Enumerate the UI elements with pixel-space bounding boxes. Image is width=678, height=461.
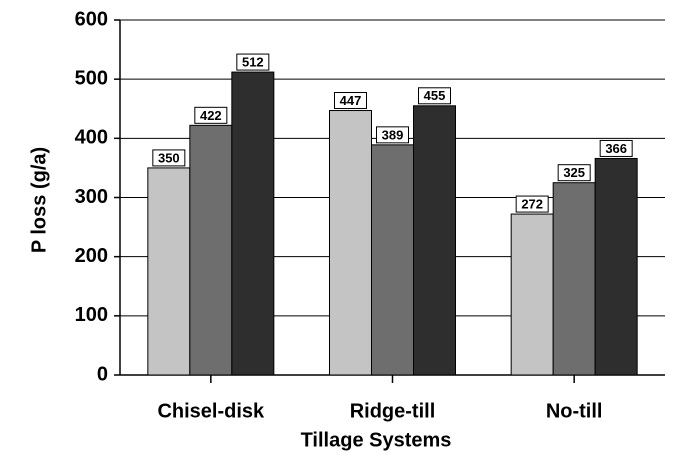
value-label-box: [515, 195, 549, 213]
value-label-box: [418, 87, 451, 105]
y-tick-label: 500: [75, 67, 108, 89]
x-tick-label: No-till: [546, 400, 603, 422]
bar: [231, 71, 275, 376]
value-label: 366: [605, 141, 627, 156]
value-label-box: [599, 139, 633, 157]
y-tick-label: 200: [75, 245, 108, 267]
y-tick-label: 600: [75, 8, 108, 30]
value-label: 455: [424, 88, 446, 103]
x-tick-label: Ridge-till: [350, 400, 436, 422]
value-label: 325: [563, 165, 585, 180]
bar: [189, 124, 233, 376]
y-tick-label: 400: [75, 127, 108, 149]
bar: [510, 213, 554, 376]
value-label: 422: [200, 108, 222, 123]
value-label: 512: [242, 55, 264, 70]
bar: [371, 144, 414, 376]
value-label: 272: [521, 197, 543, 212]
y-tick-label: 0: [97, 363, 108, 385]
y-axis-title: P loss (g/a): [28, 147, 50, 253]
bar: [594, 157, 638, 376]
bar: [413, 105, 456, 376]
value-label: 350: [158, 150, 180, 165]
value-label-box: [376, 126, 409, 144]
value-label-box: [152, 149, 186, 167]
bar: [147, 167, 191, 376]
value-label-box: [236, 53, 270, 71]
y-tick-label: 300: [75, 186, 108, 208]
value-label-box: [557, 164, 591, 182]
x-axis-title: Tillage Systems: [301, 429, 452, 451]
bar: [329, 110, 372, 376]
value-label: 447: [340, 93, 362, 108]
bar: [552, 182, 596, 376]
value-label-box: [334, 92, 367, 110]
value-label: 389: [382, 127, 404, 142]
x-tick-label: Chisel-disk: [157, 400, 265, 422]
value-label-box: [194, 106, 228, 124]
y-tick-label: 100: [75, 304, 108, 326]
